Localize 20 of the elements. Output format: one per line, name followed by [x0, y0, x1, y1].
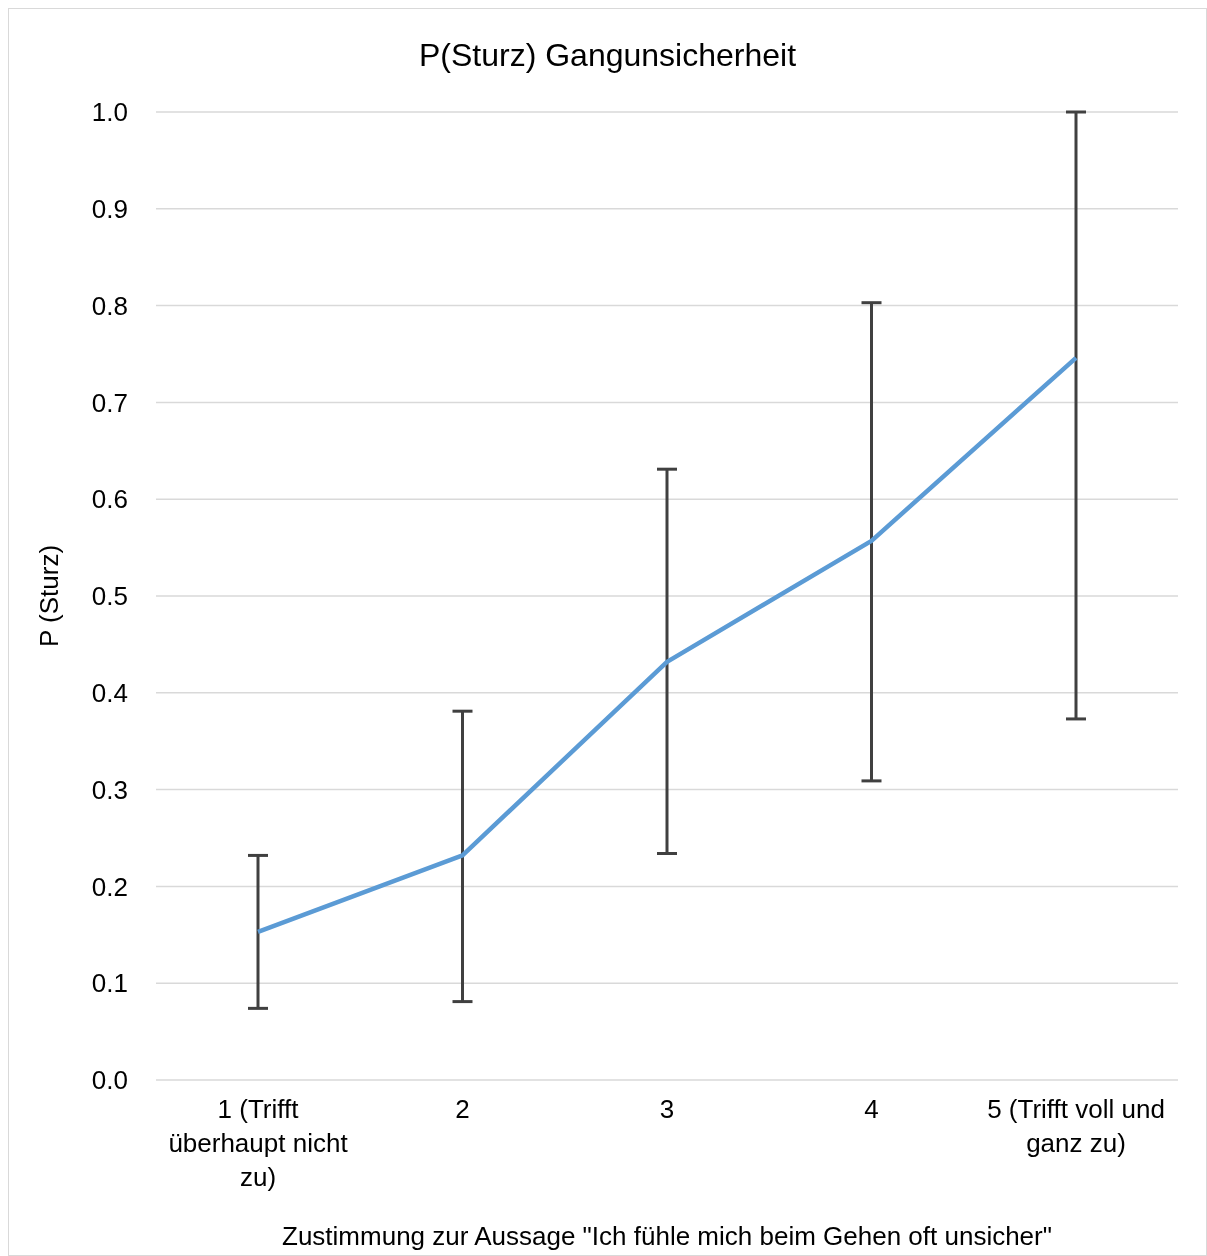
y-tick-label: 0.6	[91, 484, 128, 515]
line-series	[255, 355, 1079, 935]
y-tick-label: 0.8	[91, 290, 128, 321]
x-tick-label: 5 (Trifft voll und ganz zu)	[987, 1094, 1165, 1158]
y-tick-label: 1.0	[91, 97, 128, 128]
y-tick-label: 0.4	[91, 678, 128, 709]
y-axis-title: P (Sturz)	[34, 544, 65, 648]
x-tick-label: 4	[864, 1094, 879, 1124]
y-tick-label: 0.0	[91, 1065, 128, 1096]
x-tick-label: 3	[659, 1094, 675, 1124]
x-axis-title: Zustimmung zur Aussage "Ich fühle mich beim Gehen oft unsicher"	[282, 1221, 1052, 1251]
chart-title: P(Sturz) Gangunsicherheit	[417, 37, 798, 74]
y-tick-label: 0.2	[91, 871, 128, 902]
y-tick-label: 0.1	[91, 968, 128, 999]
y-tick-label: 0.9	[91, 194, 128, 225]
y-tick-label: 0.5	[91, 581, 128, 612]
y-tick-label: 0.7	[91, 387, 128, 418]
x-tick-label: 1 (Trifft überhaupt nicht zu)	[168, 1094, 349, 1192]
y-tick-label: 0.3	[91, 774, 128, 805]
x-tick-label: 2	[455, 1094, 470, 1124]
